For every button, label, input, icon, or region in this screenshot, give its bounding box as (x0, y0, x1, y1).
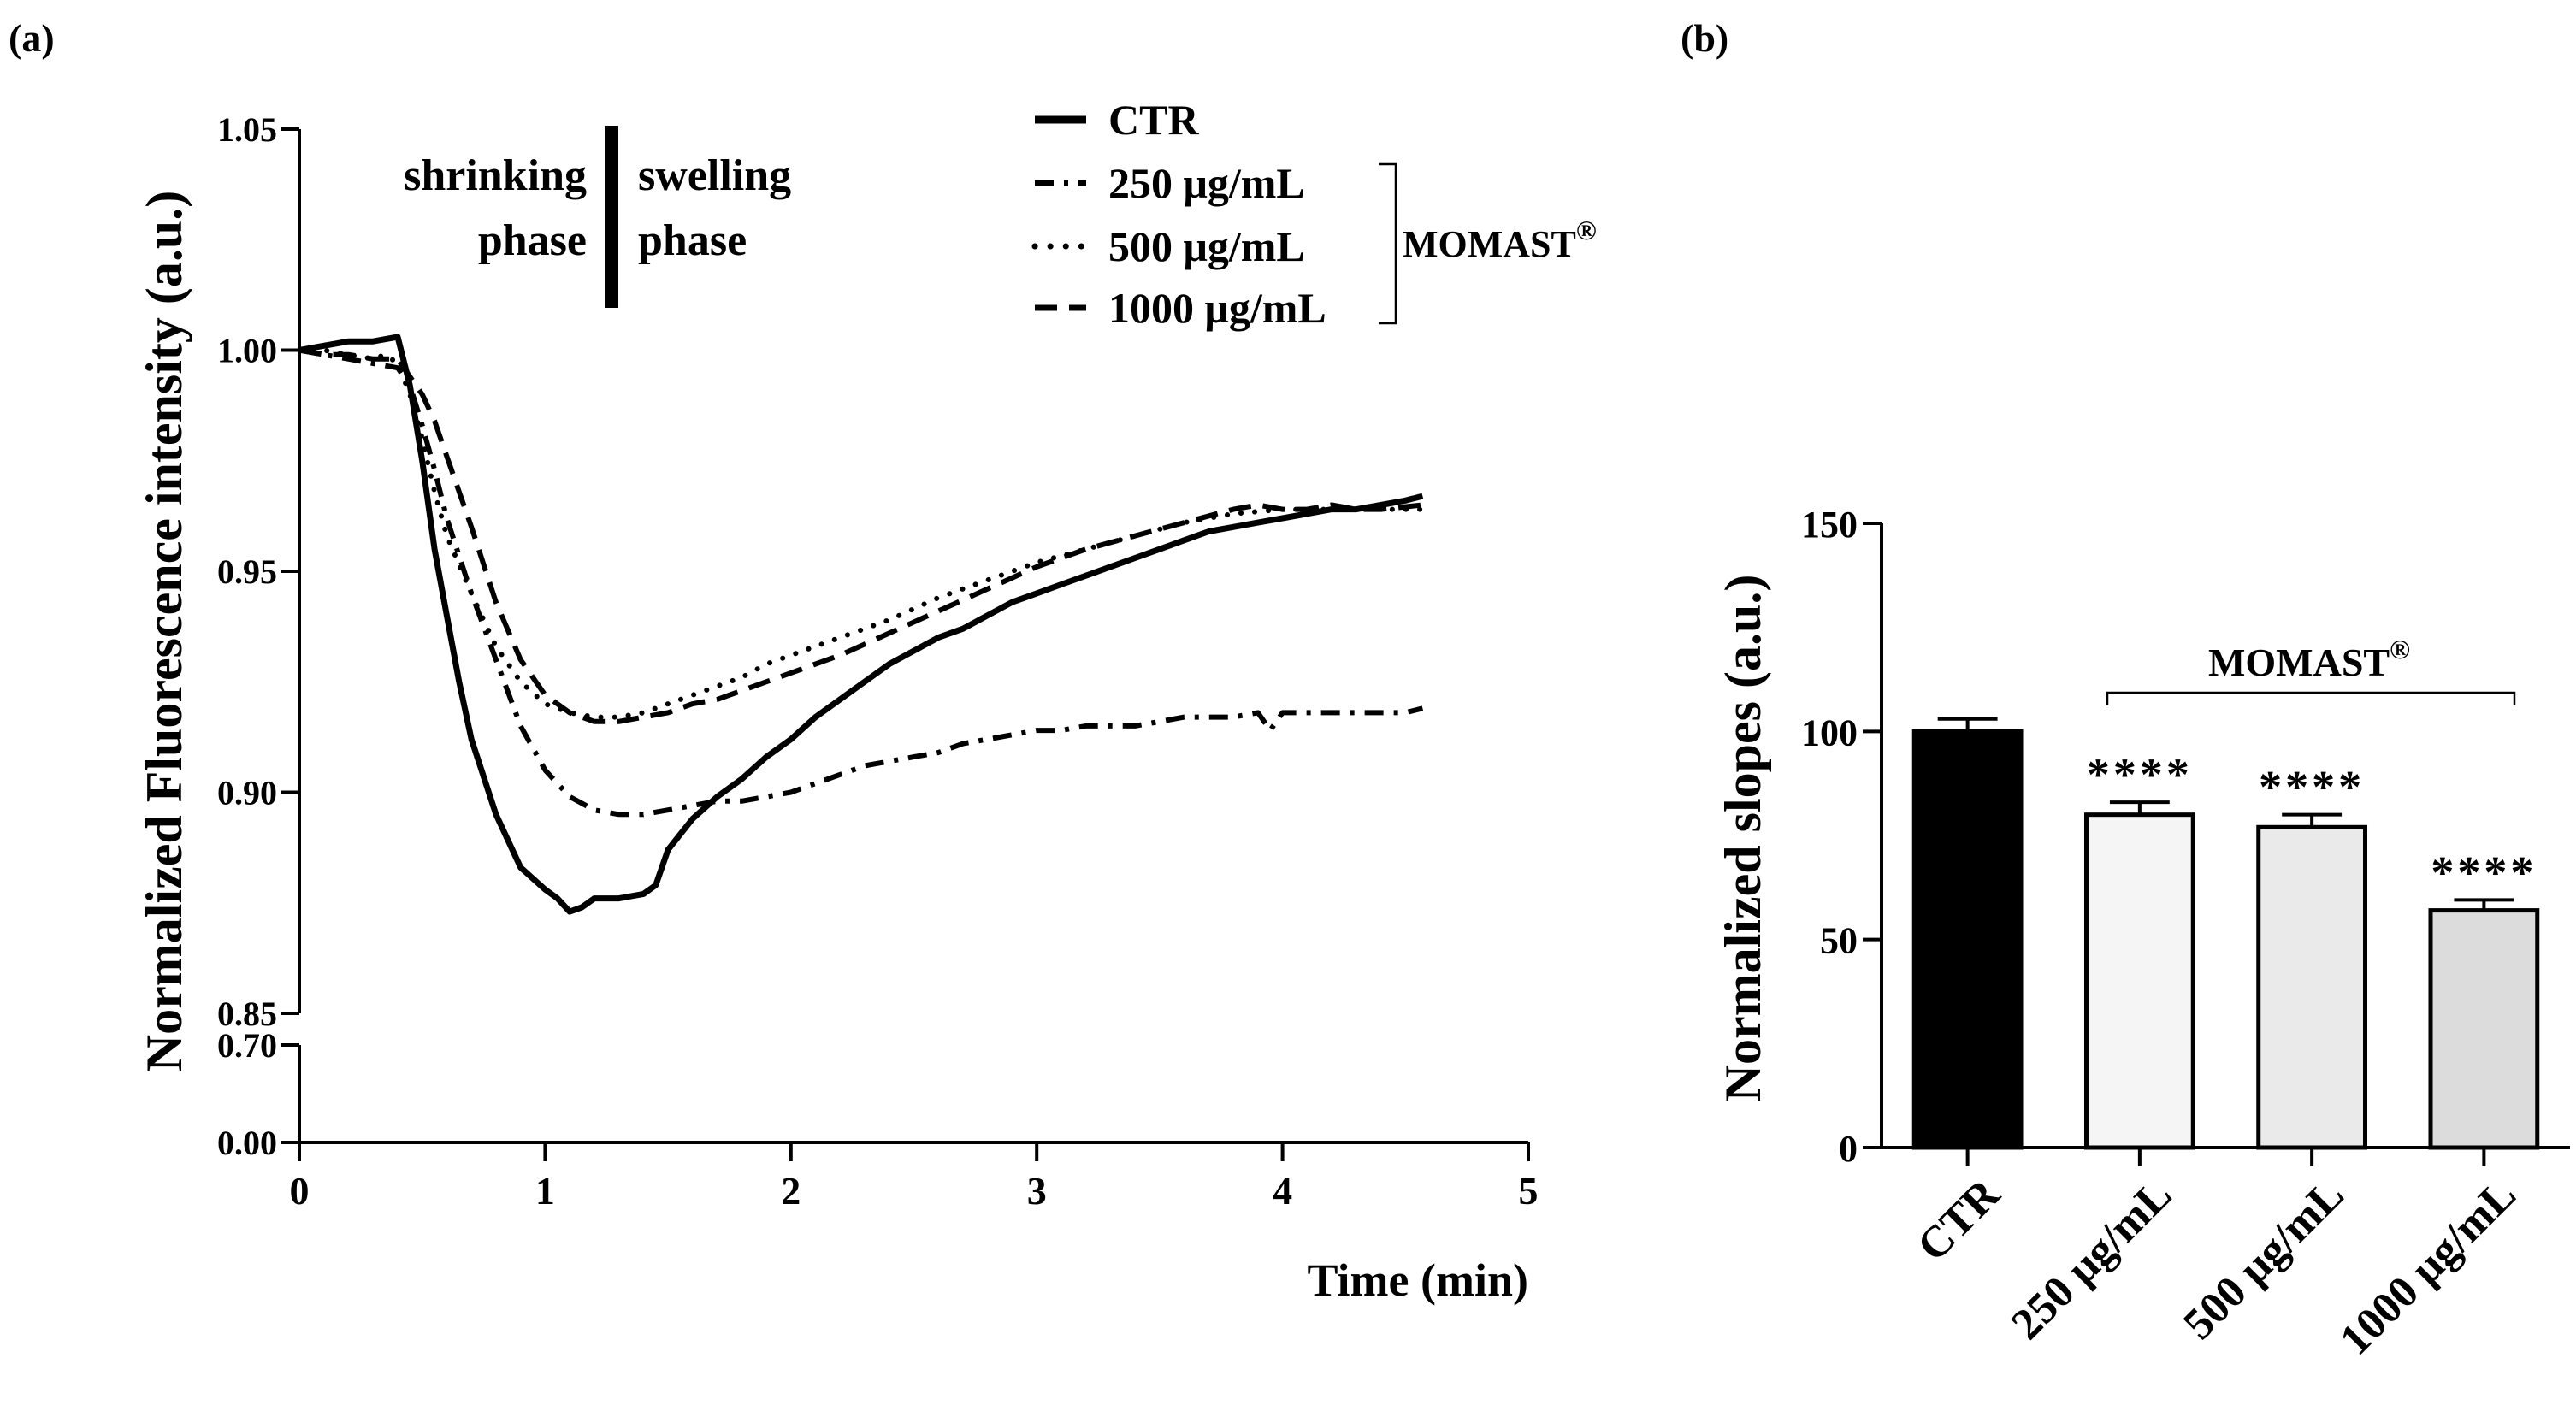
category-label-b: 500 μg/mL (2174, 1170, 2353, 1349)
y-tick-label-a: 0.85 (217, 995, 277, 1033)
legend-a: CTR 250 μg/mL 500 μg/mL 1000 μg/mL MOMAS… (1031, 96, 1597, 332)
significance-label: **** (2431, 847, 2537, 898)
y-tick-label-a: 1.05 (217, 110, 277, 149)
x-tick-label-a: 5 (1519, 1169, 1539, 1213)
legend-label-250: 250 μg/mL (1108, 159, 1305, 207)
series-line-ctr (298, 334, 1424, 915)
y-tick-label-a: 0.70 (217, 1026, 277, 1065)
panel-b-label: (b) (1681, 16, 1728, 60)
momast-bracket-label: MOMAST® (2208, 634, 2410, 684)
x-tick-label-a: 1 (535, 1169, 555, 1213)
y-tick-label-a: 0.90 (217, 774, 277, 812)
bars-b: **** **** **** (1911, 717, 2540, 1150)
x-tick-label-a: 4 (1273, 1169, 1292, 1213)
significance-label: **** (2087, 749, 2193, 800)
phase-left-line1: shrinking (404, 151, 587, 200)
bar-ctr (1911, 729, 2024, 1150)
legend-group-bracket (1379, 162, 1397, 325)
phase-annotation: shrinking phase swelling phase (404, 126, 791, 308)
bar-250-g-ml (2083, 812, 2195, 1150)
bar-1000-g-ml (2428, 908, 2540, 1150)
momast-bracket: MOMAST® (2106, 634, 2516, 705)
axes-a: 0.85 0.90 0.95 1.00 1.05 0.00 0.70 0 1 2 3 4 5 (217, 110, 1539, 1213)
category-label-b: 1000 μg/mL (2331, 1170, 2526, 1365)
phase-right-line2: phase (638, 216, 747, 265)
x-tick-label-a: 0 (290, 1169, 310, 1213)
significance-label: **** (2259, 762, 2365, 813)
y-tick-label-b: 50 (1820, 920, 1858, 962)
legend-group-label: MOMAST® (1403, 215, 1597, 265)
x-tick-label-a: 2 (781, 1169, 801, 1213)
y-tick-label-b: 150 (1801, 504, 1858, 546)
y-tick-label-b: 100 (1801, 711, 1858, 753)
line-chart-a: shrinking phase swelling phase CTR 250 μ… (136, 96, 1597, 1306)
x-axis-label-a: Time (min) (1308, 1254, 1528, 1306)
y-tick-label-a: 1.00 (217, 332, 277, 370)
y-tick-label-a: 0.95 (217, 552, 277, 591)
series-a (297, 334, 1426, 915)
category-label-b: 250 μg/mL (2002, 1170, 2181, 1349)
y-tick-label-a: 0.00 (217, 1124, 277, 1162)
y-axis-label-a: Normalized Fluorescence intensity (a.u.) (136, 191, 192, 1071)
series-line-500-g-ml (297, 347, 1426, 720)
y-axis-label-b: Normalized slopes (a.u.) (1715, 575, 1771, 1102)
category-label-b: CTR (1908, 1169, 2010, 1271)
y-tick-label-b: 0 (1839, 1128, 1858, 1170)
momast-bracket-line (2106, 691, 2516, 705)
series-line-1000-g-ml (298, 347, 1423, 724)
legend-label-ctr: CTR (1108, 96, 1199, 144)
legend-label-1000: 1000 μg/mL (1108, 284, 1326, 332)
series-line-250-g-ml (298, 347, 1424, 818)
phase-right-line1: swelling (638, 151, 791, 200)
bar-chart-b: Normalized slopes (a.u.) MOMAST® 0 50 100 1… (1715, 504, 2570, 1365)
phase-left-line2: phase (478, 216, 587, 265)
x-tick-label-a: 3 (1027, 1169, 1047, 1213)
bar-500-g-ml (2256, 824, 2368, 1150)
panel-a-label: (a) (9, 16, 55, 60)
legend-label-500: 500 μg/mL (1108, 222, 1305, 270)
